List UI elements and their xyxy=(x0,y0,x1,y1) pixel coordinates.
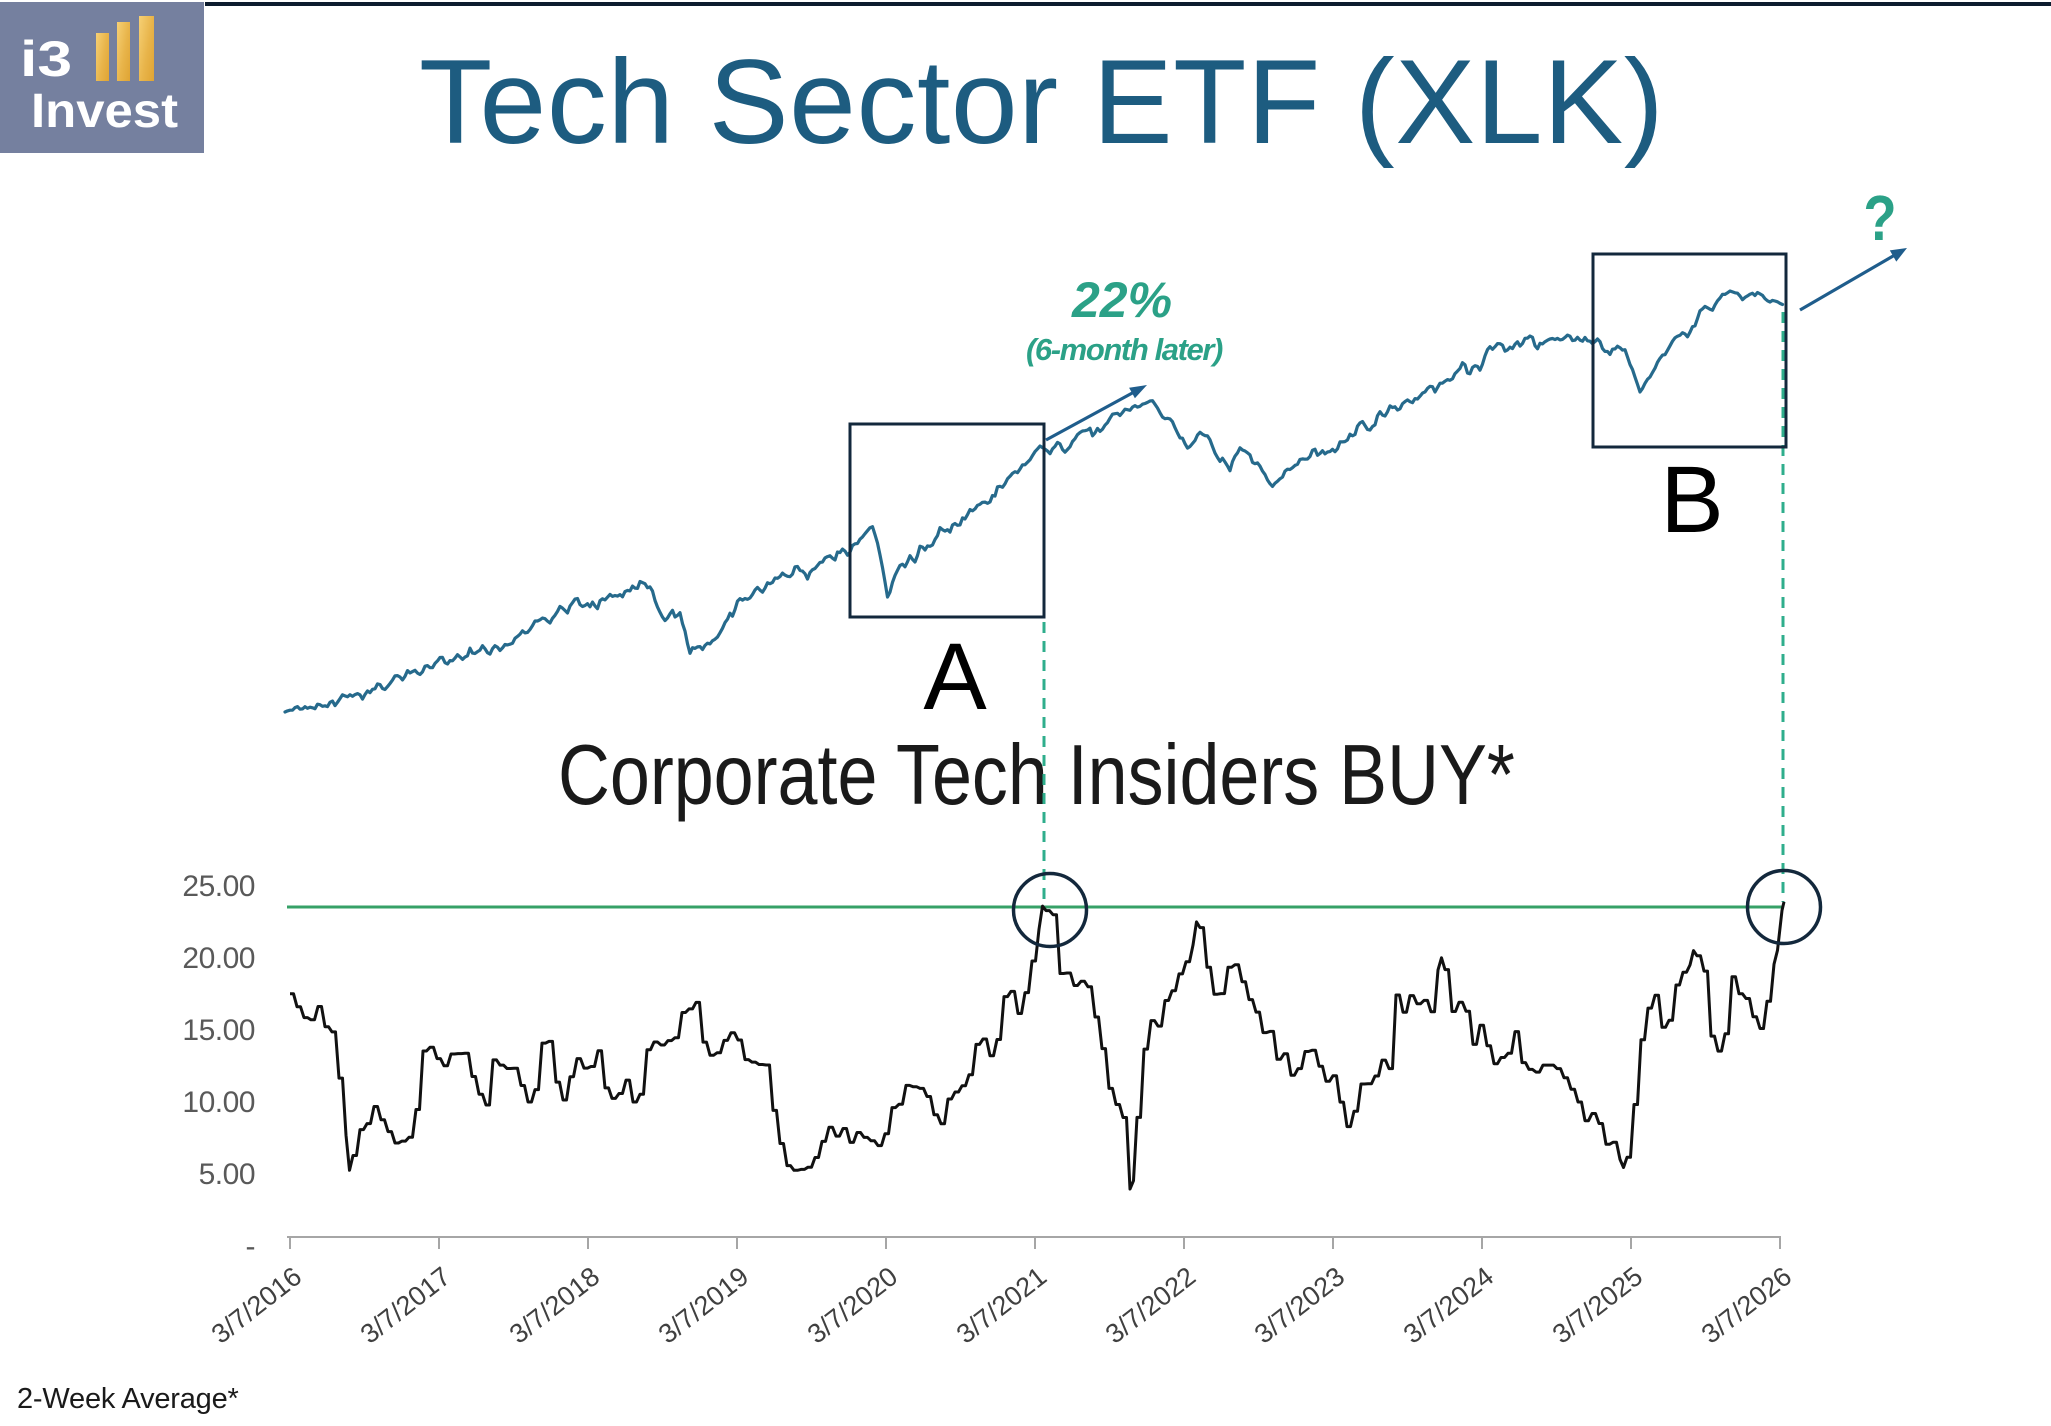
svg-text:3/7/2024: 3/7/2024 xyxy=(1398,1261,1499,1349)
svg-text:3/7/2016: 3/7/2016 xyxy=(206,1261,307,1349)
svg-text:3/7/2018: 3/7/2018 xyxy=(504,1261,605,1349)
svg-text:3/7/2022: 3/7/2022 xyxy=(1100,1261,1201,1349)
svg-text:3/7/2021: 3/7/2021 xyxy=(951,1261,1052,1349)
svg-text:3/7/2023: 3/7/2023 xyxy=(1249,1261,1350,1349)
svg-text:3/7/2019: 3/7/2019 xyxy=(653,1261,754,1349)
svg-text:3/7/2020: 3/7/2020 xyxy=(802,1261,903,1349)
svg-text:3/7/2017: 3/7/2017 xyxy=(355,1261,456,1349)
svg-text:3/7/2026: 3/7/2026 xyxy=(1696,1261,1797,1349)
svg-text:3/7/2025: 3/7/2025 xyxy=(1547,1261,1648,1349)
